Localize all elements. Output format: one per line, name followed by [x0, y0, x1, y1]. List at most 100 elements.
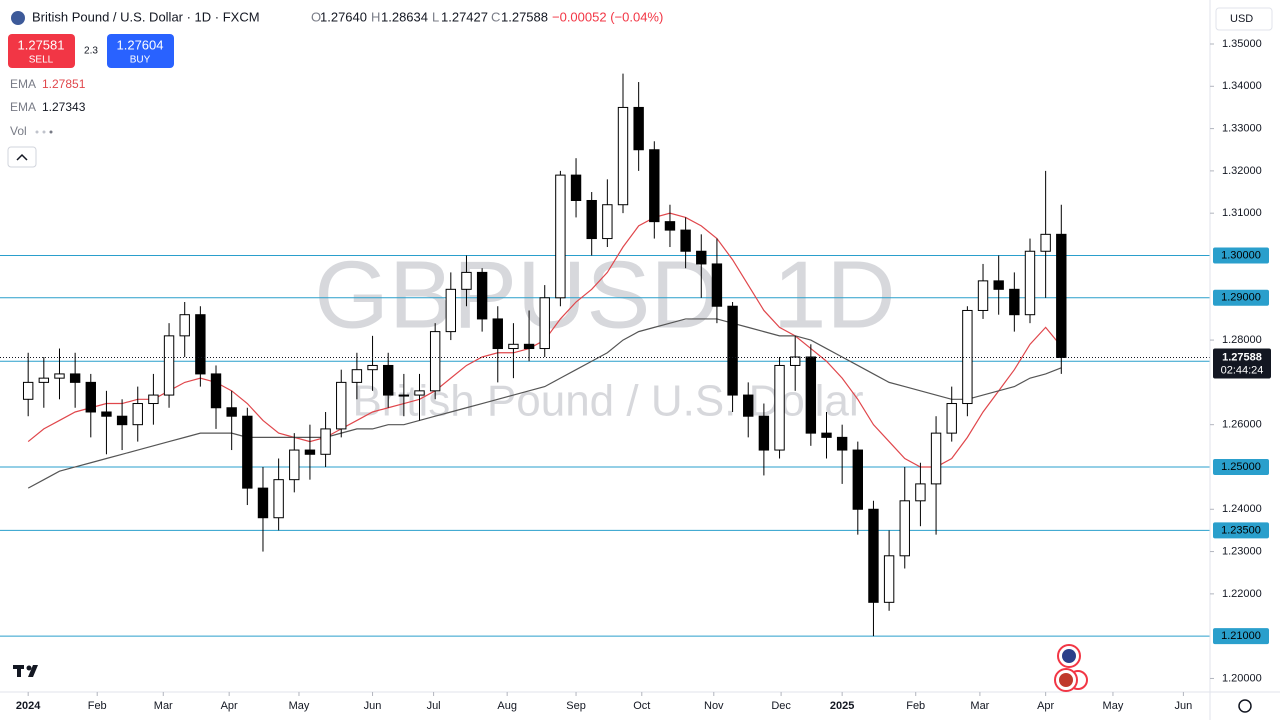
change: −0.00052 (−0.04%): [552, 9, 663, 24]
candle-body: [69, 373, 81, 383]
candle-body: [789, 356, 801, 366]
header: British Pound / U.S. Dollar · 1D · FXCM …: [7, 7, 1273, 168]
candle-body: [54, 373, 65, 379]
candle-body: [883, 555, 895, 603]
x-tick-label: Apr: [221, 700, 238, 712]
candle-body: [414, 390, 425, 396]
ema-line: [27, 318, 1062, 489]
level-label: 1.25000: [1221, 461, 1261, 473]
candle-body: [602, 204, 613, 240]
candle-body: [758, 415, 770, 451]
legend-value: 1.27343: [42, 100, 86, 114]
candle-body: [1024, 250, 1036, 316]
candle-body: [383, 364, 394, 396]
y-tick-label: 1.24000: [1222, 503, 1262, 515]
x-tick-label: 2024: [16, 700, 41, 712]
candle-body: [523, 343, 535, 350]
legend-name: EMA: [10, 77, 36, 91]
candle-body: [320, 428, 331, 455]
ohlc-value: 1.27427: [441, 9, 488, 24]
candle-body: [179, 314, 190, 337]
ohlc-value: 1.27640: [320, 9, 367, 24]
x-tick-label: Jul: [427, 700, 441, 712]
ohlc-label: O: [311, 9, 321, 24]
candle-body: [304, 449, 316, 455]
legend-name: EMA: [10, 100, 36, 114]
candle-body: [257, 487, 269, 519]
candle-body: [289, 449, 300, 481]
legend-value: 1.27851: [42, 77, 86, 91]
last-price-label: 1.27588: [1222, 351, 1262, 363]
candle-body: [696, 250, 707, 265]
candle-body: [22, 381, 34, 400]
candle-body: [711, 263, 723, 307]
sell-label: SELL: [29, 55, 54, 66]
candle-body: [351, 369, 363, 383]
candle-body: [242, 415, 253, 489]
x-tick-label: 2025: [830, 700, 854, 712]
logo-part: [17, 665, 21, 677]
y-tick-label: 1.31000: [1222, 207, 1262, 219]
y-tick-label: 1.26000: [1222, 419, 1262, 431]
buy-label: BUY: [130, 55, 151, 66]
candle-body: [962, 309, 973, 405]
candle-body: [492, 318, 503, 350]
dot: [42, 130, 46, 134]
last-price-box: [1213, 348, 1271, 379]
sell-button[interactable]: [8, 34, 75, 68]
flag-icon: [1062, 649, 1076, 663]
settings-icon[interactable]: [1238, 699, 1252, 713]
level-label: 1.21000: [1221, 630, 1261, 642]
candle-body: [664, 221, 676, 231]
collapse-button[interactable]: [7, 146, 37, 168]
flag-icon: [1059, 673, 1073, 687]
candle-body: [367, 364, 378, 371]
candle-body: [868, 508, 879, 603]
x-tick-label: Feb: [88, 700, 107, 712]
y-tick-label: 1.35000: [1222, 38, 1262, 50]
ohlc-value: 1.28634: [381, 9, 428, 24]
candle-body: [1040, 233, 1051, 252]
dot: [49, 130, 53, 134]
candle-body: [836, 436, 848, 451]
candle-body: [273, 479, 284, 519]
x-tick-label: Sep: [566, 700, 586, 712]
level-label-box: [1213, 247, 1269, 264]
y-tick-label: 1.28000: [1222, 334, 1262, 346]
candle-body: [852, 449, 863, 510]
candle-body: [461, 271, 472, 290]
candle-body: [539, 297, 550, 350]
symbol-title: British Pound / U.S. Dollar · 1D · FXCM: [32, 9, 260, 24]
currency: USD: [1230, 13, 1253, 25]
x-tick-label: Nov: [704, 700, 724, 712]
candle-body: [633, 106, 644, 151]
axes: 1.35000 1.34000 1.33000 1.32000 1.31000 1.280…: [16, 38, 1271, 712]
candle-body: [508, 343, 519, 350]
candle-body: [429, 331, 441, 392]
collapse-icon: [16, 153, 28, 161]
currency-button[interactable]: [1215, 7, 1273, 31]
x-tick-label: Jun: [364, 700, 382, 712]
countdown: 02:44:24: [1221, 364, 1264, 376]
candle-body: [336, 381, 347, 430]
level-label-box: [1213, 458, 1269, 475]
symbol-icon: [11, 11, 25, 25]
candle-body: [743, 394, 754, 417]
candle-body: [899, 500, 910, 557]
logo-part: [26, 665, 32, 671]
candle-body: [993, 280, 1004, 290]
y-tick-label: 1.23000: [1222, 545, 1262, 557]
x-tick-label: Dec: [771, 700, 791, 712]
candle-body: [148, 394, 159, 405]
plot-area: [0, 73, 1210, 637]
candle-body: [116, 415, 128, 426]
candle-body: [570, 174, 582, 201]
candle-body: [915, 483, 926, 502]
level-label-box: [1213, 289, 1269, 306]
ohlc-label: L: [432, 9, 439, 24]
candle-body: [1056, 233, 1067, 359]
buy-price: 1.27604: [117, 37, 164, 52]
buy-button[interactable]: [107, 34, 174, 68]
ohlc-label: H: [371, 9, 380, 24]
